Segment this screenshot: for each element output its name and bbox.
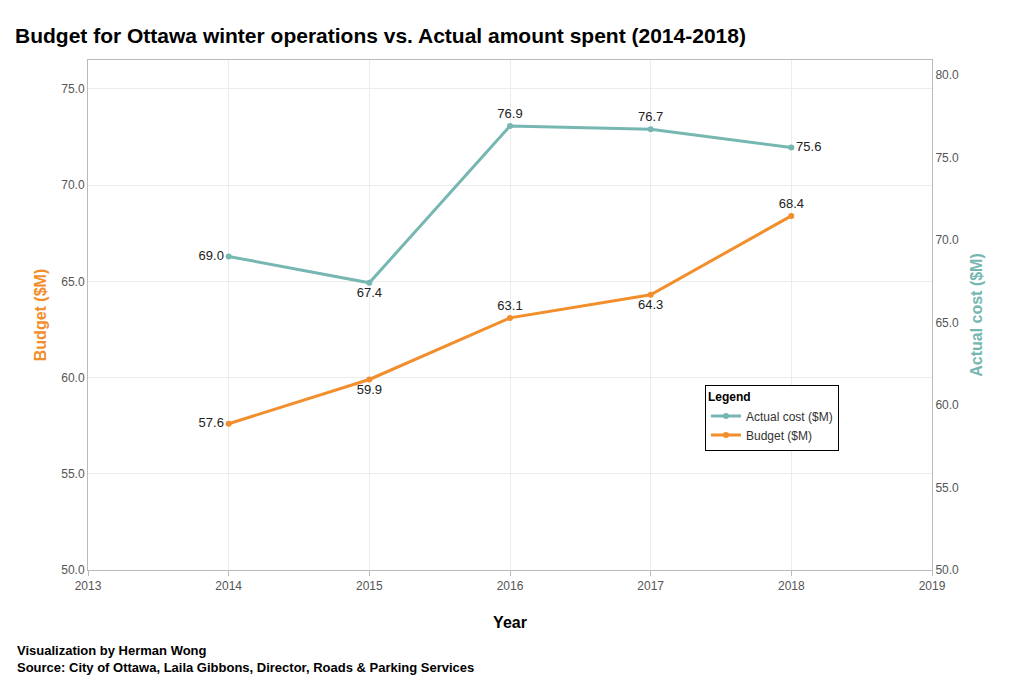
svg-text:2015: 2015 (356, 579, 383, 593)
svg-text:75.6: 75.6 (796, 139, 821, 154)
svg-text:80.0: 80.0 (935, 68, 959, 82)
svg-text:75.0: 75.0 (61, 82, 85, 96)
svg-text:68.4: 68.4 (779, 196, 804, 211)
svg-text:2013: 2013 (75, 579, 102, 593)
svg-text:2019: 2019 (919, 579, 946, 593)
svg-text:Budget ($M): Budget ($M) (32, 269, 49, 361)
svg-text:Budget ($M): Budget ($M) (746, 429, 812, 443)
svg-text:Visualization by Herman Wong: Visualization by Herman Wong (17, 643, 207, 658)
svg-text:57.6: 57.6 (199, 415, 224, 430)
svg-text:2016: 2016 (497, 579, 524, 593)
svg-text:69.0: 69.0 (199, 248, 224, 263)
svg-text:50.0: 50.0 (935, 563, 959, 577)
svg-text:Legend: Legend (708, 390, 751, 404)
svg-text:65.0: 65.0 (61, 275, 85, 289)
svg-text:59.9: 59.9 (357, 382, 382, 397)
svg-text:75.0: 75.0 (935, 151, 959, 165)
svg-text:Actual cost ($M): Actual cost ($M) (746, 410, 833, 424)
svg-text:Actual cost ($M): Actual cost ($M) (968, 253, 985, 377)
svg-text:67.4: 67.4 (357, 285, 382, 300)
svg-text:2014: 2014 (215, 579, 242, 593)
svg-text:64.3: 64.3 (638, 297, 663, 312)
svg-text:50.0: 50.0 (61, 563, 85, 577)
svg-text:65.0: 65.0 (935, 316, 959, 330)
svg-text:63.1: 63.1 (497, 298, 522, 313)
svg-text:2017: 2017 (637, 579, 664, 593)
svg-text:70.0: 70.0 (935, 233, 959, 247)
svg-text:55.0: 55.0 (935, 481, 959, 495)
svg-text:76.7: 76.7 (638, 109, 663, 124)
svg-text:Source: City of Ottawa, Laila: Source: City of Ottawa, Laila Gibbons, D… (17, 660, 474, 675)
svg-text:2018: 2018 (778, 579, 805, 593)
svg-text:Year: Year (493, 614, 527, 631)
svg-text:76.9: 76.9 (497, 106, 522, 121)
svg-text:70.0: 70.0 (61, 178, 85, 192)
svg-text:55.0: 55.0 (61, 467, 85, 481)
svg-text:60.0: 60.0 (935, 398, 959, 412)
svg-text:Budget for Ottawa winter opera: Budget for Ottawa winter operations vs. … (15, 24, 746, 47)
svg-text:60.0: 60.0 (61, 371, 85, 385)
